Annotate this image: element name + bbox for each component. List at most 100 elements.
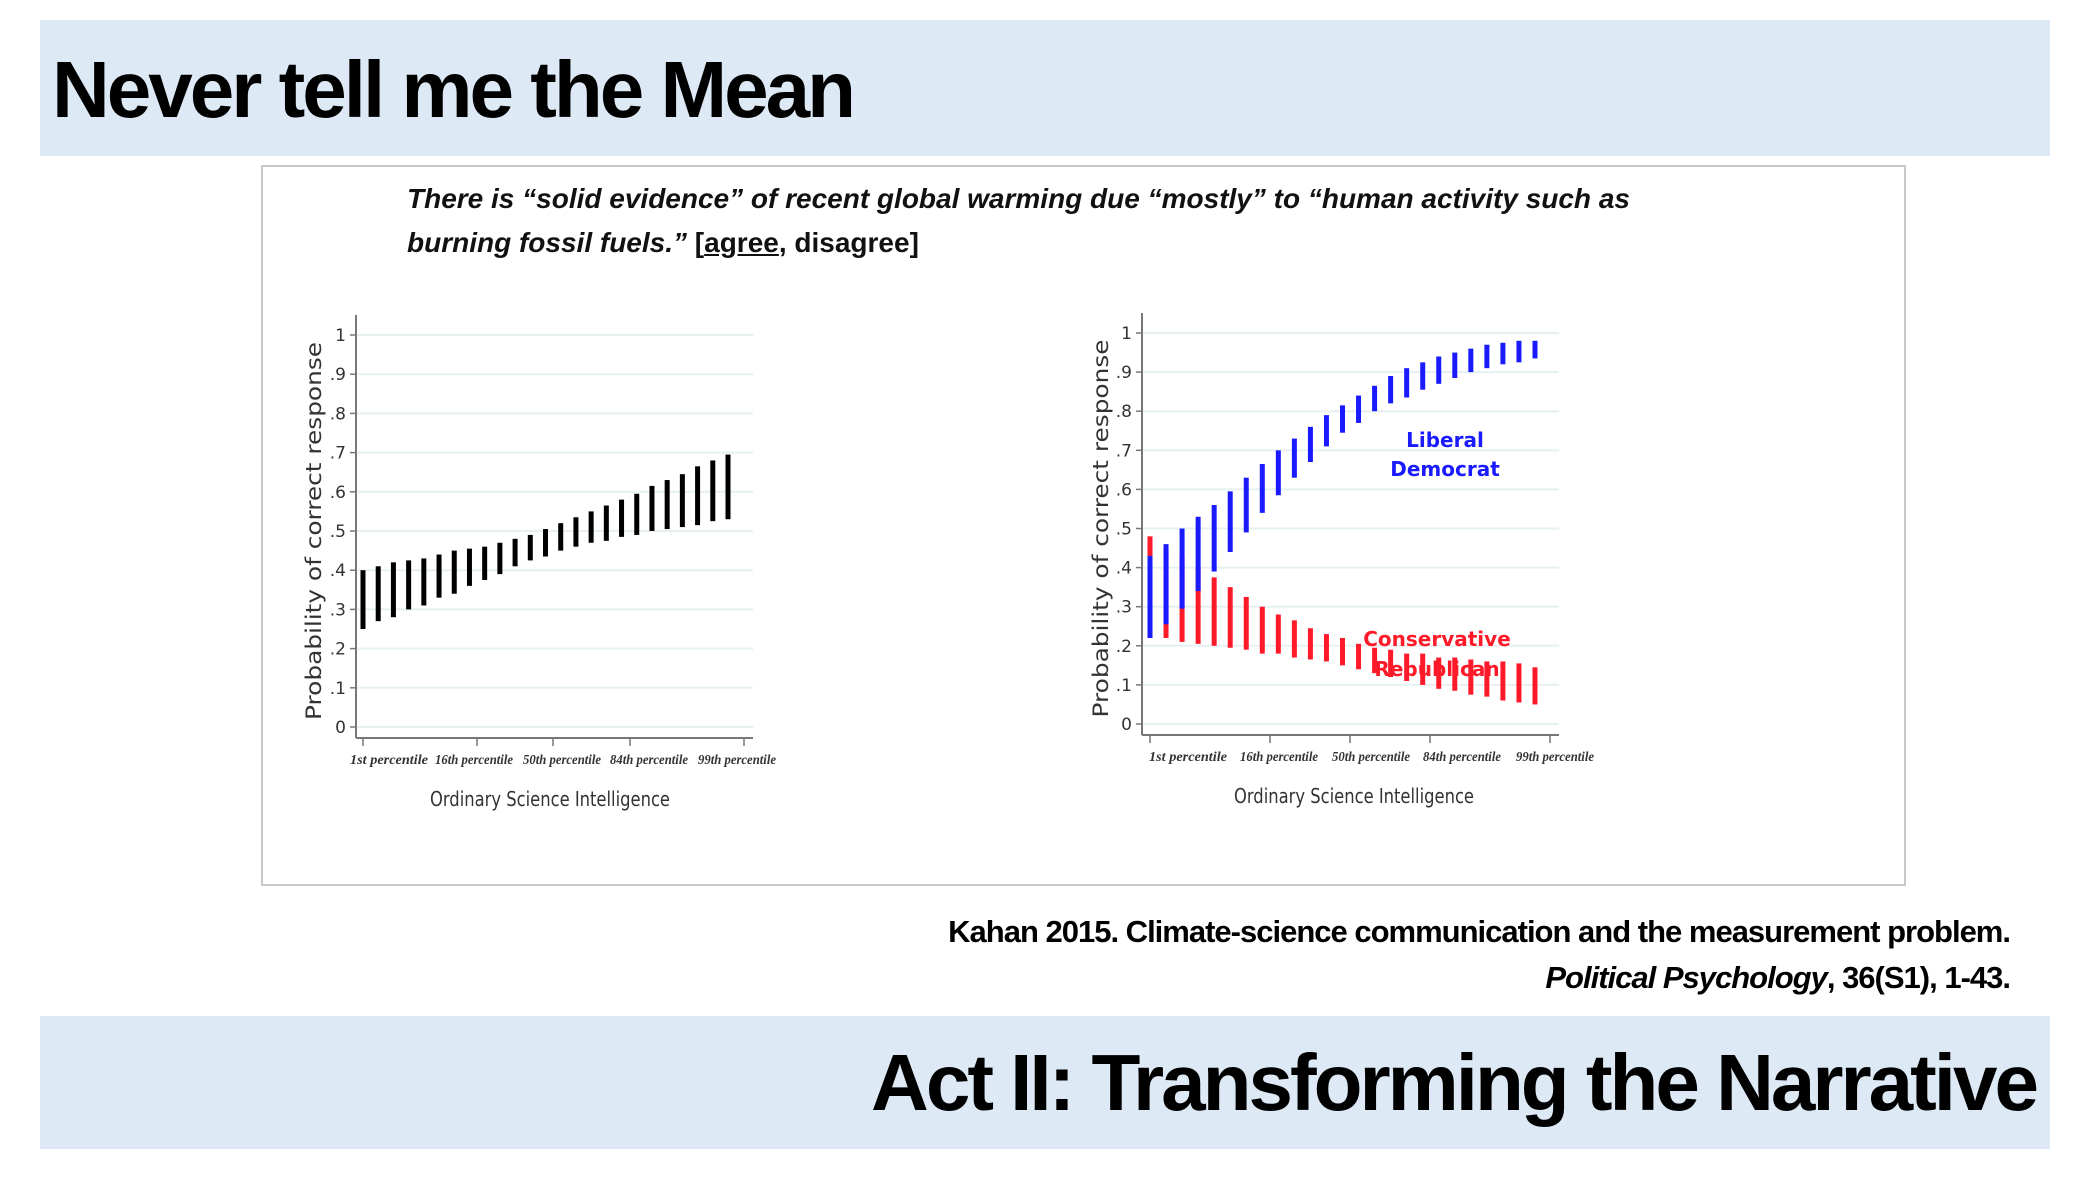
x-tick-label: 50th percentile	[523, 753, 601, 768]
range-bar-liberal-democrat	[1275, 450, 1281, 496]
range-bar-conservative-republican	[1227, 587, 1233, 648]
x-tick-label: 16th percentile	[1240, 750, 1318, 765]
series-label: Liberal	[1406, 428, 1484, 452]
range-bar-liberal-democrat	[1372, 385, 1378, 412]
y-tick-label: .6	[1116, 480, 1132, 500]
range-bar-all-respondents	[466, 548, 472, 586]
y-tick-label: .7	[1116, 441, 1132, 461]
range-bar-all-respondents	[421, 558, 427, 606]
range-bar-liberal-democrat	[1179, 528, 1185, 609]
x-tick-label: 16th percentile	[435, 753, 513, 768]
range-bar-conservative-republican	[1243, 596, 1249, 650]
range-bar-conservative-republican	[1211, 577, 1217, 646]
series-label: Republican	[1374, 657, 1499, 681]
question-line-2: burning fossil fuels.”	[407, 227, 688, 258]
range-bar-all-respondents	[679, 474, 685, 528]
range-bar-liberal-democrat	[1420, 362, 1426, 390]
figure-panel: There is “solid evidence” of recent glob…	[261, 165, 1906, 886]
range-bar-liberal-democrat	[1323, 415, 1329, 447]
y-axis-title: Probability of correct response	[1089, 340, 1113, 718]
range-bar-liberal-democrat	[1484, 344, 1490, 369]
range-bar-liberal-democrat	[1388, 376, 1394, 404]
range-bar-conservative-republican	[1420, 653, 1426, 685]
range-bar-conservative-republican	[1468, 659, 1474, 695]
range-bar-conservative-republican	[1340, 637, 1345, 666]
x-tick-label: 84th percentile	[1423, 750, 1501, 765]
y-tick-label: .8	[1116, 402, 1132, 422]
y-tick-label: .3	[1116, 598, 1132, 618]
journal-details: , 36(S1), 1-43.	[1826, 960, 2011, 995]
range-bar-all-respondents	[573, 517, 579, 547]
range-bar-liberal-democrat	[1227, 491, 1233, 552]
y-tick-label: .1	[1116, 676, 1132, 696]
range-bar-liberal-democrat	[1340, 405, 1345, 433]
range-bar-liberal-democrat	[1195, 516, 1201, 592]
y-tick-label: .8	[330, 404, 346, 424]
x-tick-label: 99th percentile	[1516, 750, 1594, 765]
range-bar-conservative-republican	[1484, 661, 1490, 697]
range-bar-conservative-republican	[1195, 567, 1201, 644]
range-bar-liberal-democrat	[1404, 368, 1410, 398]
range-bar-conservative-republican	[1388, 649, 1394, 678]
range-bar-all-respondents	[634, 493, 640, 535]
range-bar-liberal-democrat	[1259, 463, 1265, 513]
x-axis-title: Ordinary Science Intelligence	[1234, 784, 1474, 808]
range-bar-conservative-republican	[1307, 628, 1313, 660]
range-bar-liberal-democrat	[1500, 342, 1506, 365]
range-bar-conservative-republican	[1516, 663, 1522, 703]
bracket-open: [	[687, 227, 705, 258]
y-tick-label: .9	[330, 365, 346, 385]
slide-title: Never tell me the Mean	[52, 45, 856, 134]
y-tick-label: 0	[335, 718, 346, 738]
range-bar-liberal-democrat	[1532, 340, 1538, 359]
range-bar-conservative-republican	[1452, 657, 1458, 691]
series-label: Democrat	[1390, 457, 1500, 481]
range-bar-conservative-republican	[1291, 620, 1297, 658]
y-tick-label: .6	[330, 483, 346, 503]
range-bar-all-respondents	[649, 485, 655, 531]
y-tick-label: .5	[1116, 520, 1132, 540]
x-tick-label: 50th percentile	[1332, 750, 1410, 765]
y-tick-label: .9	[1116, 363, 1132, 383]
range-bar-conservative-republican	[1436, 657, 1442, 689]
range-bar-all-respondents	[482, 546, 488, 580]
range-bar-all-respondents	[390, 562, 396, 618]
range-bar-conservative-republican	[1372, 647, 1378, 674]
y-tick-label: 1	[1121, 324, 1132, 344]
y-tick-label: .3	[330, 600, 346, 620]
range-bar-all-respondents	[543, 529, 548, 557]
range-bar-conservative-republican	[1323, 634, 1329, 662]
range-bar-liberal-democrat	[1452, 352, 1458, 378]
range-bar-liberal-democrat	[1211, 505, 1217, 572]
range-bar-all-respondents	[497, 542, 503, 575]
y-tick-label: .5	[330, 522, 346, 542]
citation-line-2: Political Psychology, 36(S1), 1-43.	[1545, 960, 2011, 996]
range-bar-all-respondents	[664, 480, 670, 530]
range-bar-all-respondents	[436, 554, 442, 598]
range-bar-all-respondents	[695, 466, 701, 526]
range-bar-liberal-democrat	[1468, 348, 1474, 373]
x-tick-label: 1st percentile	[1149, 750, 1227, 765]
range-bar-conservative-republican	[1356, 643, 1362, 670]
range-bar-all-respondents	[512, 538, 518, 567]
range-bar-conservative-republican	[1532, 667, 1538, 705]
range-bar-liberal-democrat	[1243, 477, 1249, 533]
range-bar-all-respondents	[406, 560, 412, 610]
answer-options: , disagree]	[778, 227, 919, 258]
y-tick-label: .1	[330, 679, 346, 699]
range-bar-liberal-democrat	[1147, 555, 1153, 638]
citation-line-1: Kahan 2015. Climate-science communicatio…	[948, 914, 2011, 949]
question-line-1: There is “solid evidence” of recent glob…	[407, 183, 1630, 214]
range-bar-liberal-democrat	[1516, 340, 1522, 363]
range-bar-all-respondents	[725, 454, 731, 520]
y-tick-label: .2	[1116, 637, 1132, 657]
range-bar-all-respondents	[558, 523, 564, 551]
range-bar-liberal-democrat	[1307, 426, 1313, 463]
range-bar-all-respondents	[375, 566, 381, 622]
x-tick-label: 1st percentile	[350, 753, 428, 768]
y-axis-title: Probability of correct response	[302, 342, 326, 720]
range-bar-conservative-republican	[1404, 653, 1410, 681]
x-axis-title: Ordinary Science Intelligence	[430, 787, 670, 811]
range-bar-conservative-republican	[1500, 661, 1506, 701]
